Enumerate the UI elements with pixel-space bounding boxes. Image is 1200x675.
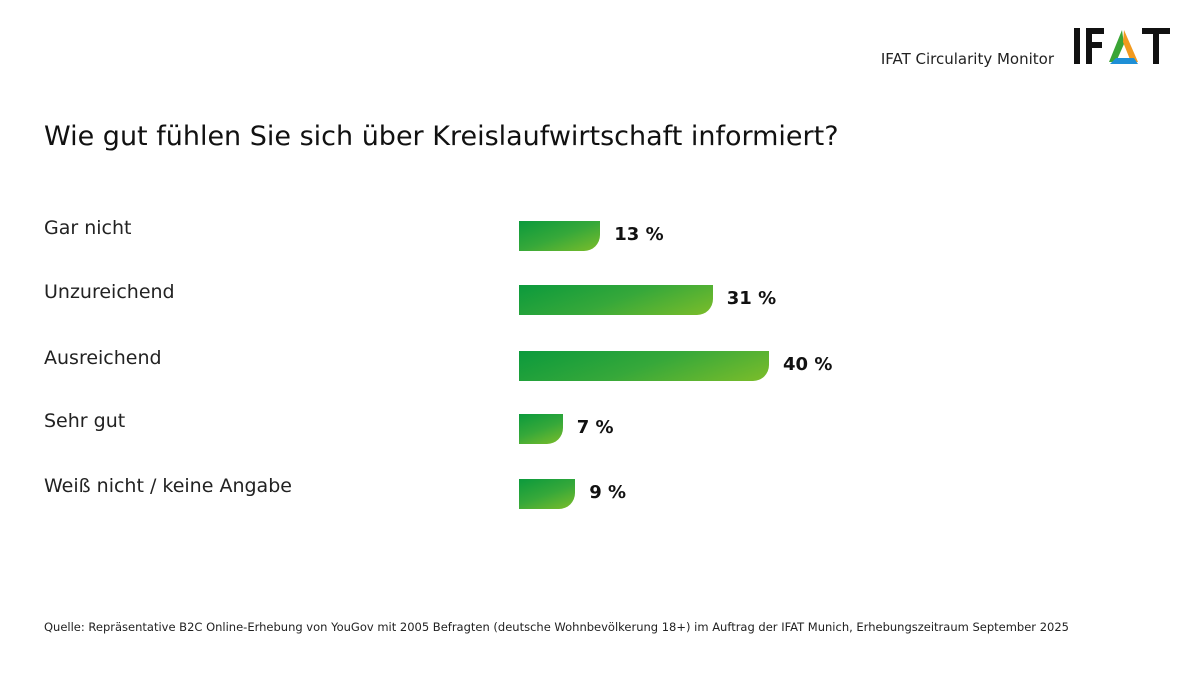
- value-label: 40 %: [783, 354, 833, 375]
- bar: [519, 221, 601, 251]
- value-label: 31 %: [726, 288, 777, 309]
- category-label: Gar nicht: [44, 217, 132, 239]
- category-label: Sehr gut: [44, 410, 126, 432]
- bar: [519, 351, 769, 381]
- chart-title: Wie gut fühlen Sie sich über Kreislaufwi…: [44, 121, 839, 152]
- bar: [519, 414, 563, 444]
- brand-label: IFAT Circularity Monitor: [880, 50, 1054, 68]
- source-note: Quelle: Repräsentative B2C Online-Erhebu…: [44, 620, 1069, 634]
- category-label: Unzureichend: [44, 281, 175, 303]
- value-label: 7 %: [576, 417, 614, 438]
- ifat-logo: [1074, 28, 1170, 64]
- value-label: 13 %: [614, 224, 664, 245]
- category-label: Weiß nicht / keine Angabe: [44, 475, 292, 497]
- category-label: Ausreichend: [44, 347, 162, 369]
- value-label: 9 %: [589, 482, 627, 503]
- bar: [519, 479, 576, 509]
- bar: [519, 285, 713, 315]
